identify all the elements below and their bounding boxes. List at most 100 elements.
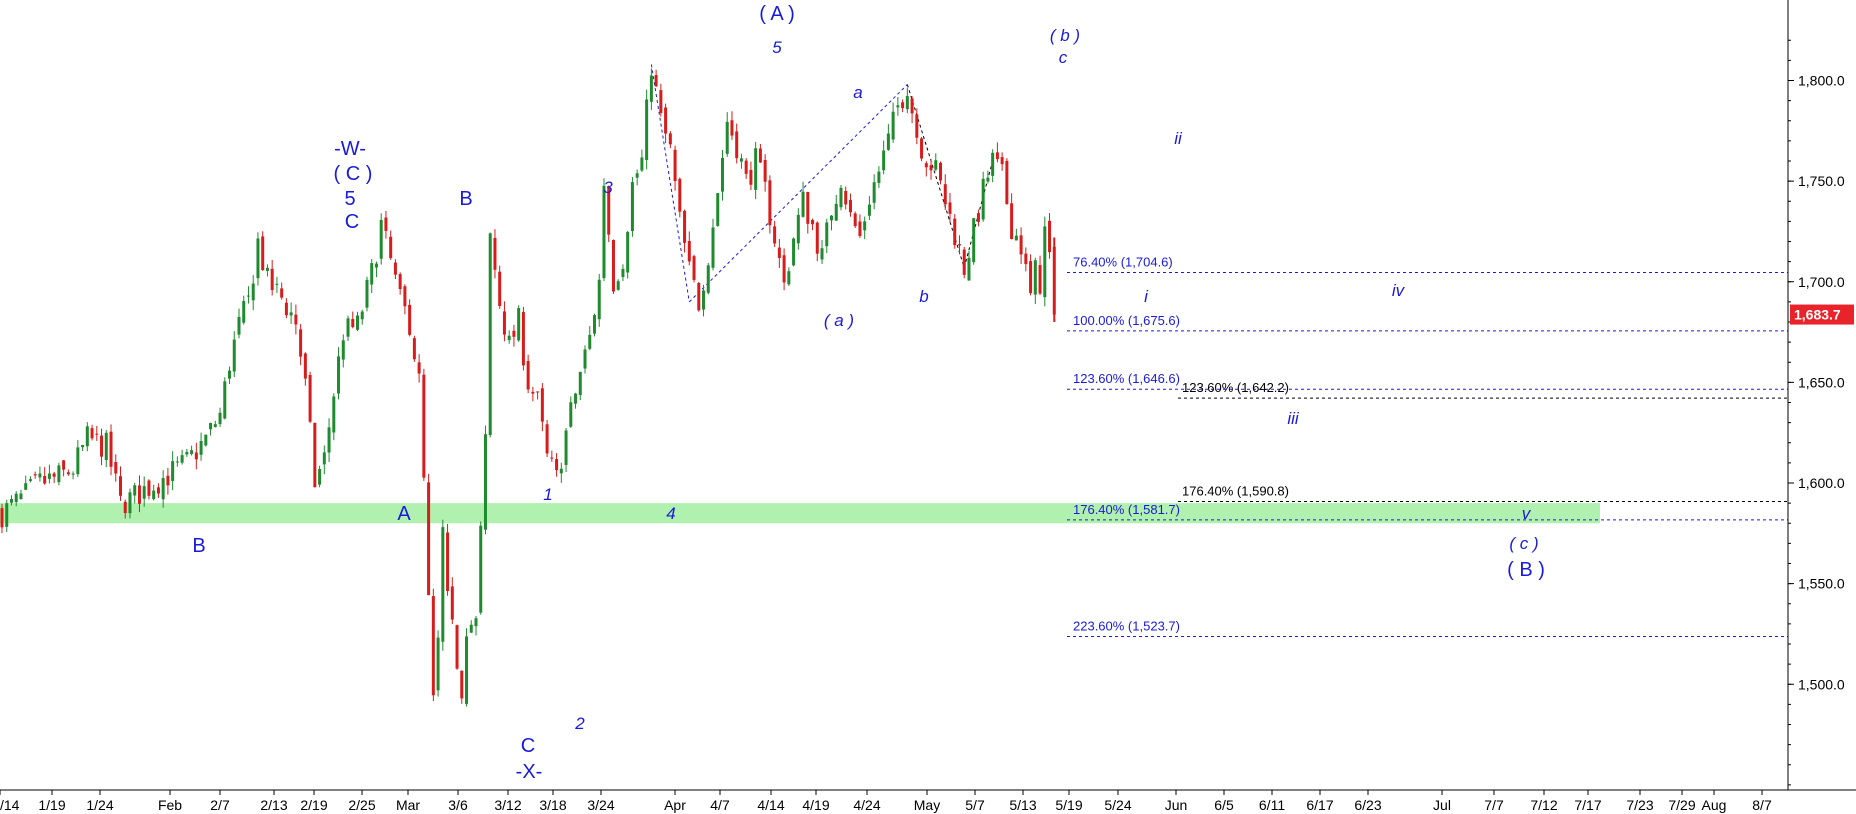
candle [251, 275, 255, 311]
candle-body [493, 237, 497, 270]
candle [1014, 228, 1018, 241]
y-tick-label: 1,800.0 [1798, 73, 1845, 89]
candle [474, 615, 478, 636]
candle-body [607, 187, 611, 235]
candle [939, 161, 943, 185]
y-tick-label: 1,500.0 [1798, 676, 1845, 692]
candle-body [303, 353, 307, 379]
candle-body [57, 465, 61, 483]
candle-body [185, 451, 189, 455]
candle-body [763, 159, 767, 182]
candle [436, 630, 440, 697]
candle [1033, 257, 1037, 305]
candle-body [28, 479, 32, 481]
fib-label: 176.40% (1,581.7) [1073, 502, 1180, 517]
candle-body [545, 424, 549, 454]
candle-body [71, 473, 75, 475]
candle-body [683, 210, 687, 243]
y-tick-label: 1,600.0 [1798, 475, 1845, 491]
candle-body [24, 483, 28, 490]
candle [228, 366, 232, 384]
candle-body [455, 625, 459, 669]
candle-body [1029, 261, 1033, 294]
y-tick-label: 1,650.0 [1798, 374, 1845, 390]
candle [853, 211, 857, 228]
candle-body [152, 490, 156, 500]
candle [882, 140, 886, 175]
candle-body [555, 459, 559, 471]
candle-body [450, 586, 454, 620]
candle [488, 232, 492, 438]
candle [479, 521, 483, 615]
candle [943, 174, 947, 210]
candle [678, 177, 682, 218]
candle-body [830, 215, 833, 221]
candle [626, 230, 630, 279]
candle-body [517, 308, 521, 341]
candle-body [104, 432, 108, 461]
candle-body [280, 288, 284, 298]
candle [356, 311, 359, 332]
wave-label: ( B ) [1507, 559, 1545, 581]
candle-body [507, 335, 511, 341]
candle [654, 69, 658, 87]
candle [1005, 158, 1009, 205]
candle-body [754, 148, 758, 190]
candle [9, 495, 13, 506]
candle [384, 211, 388, 239]
candle-body [877, 171, 881, 183]
candle-body [308, 374, 312, 422]
candle [773, 220, 777, 247]
candle-body [825, 222, 829, 247]
candle [337, 347, 341, 400]
candle [114, 454, 118, 482]
candle-body [313, 422, 317, 488]
candle-body [920, 138, 924, 159]
candle-body [811, 219, 815, 225]
candle-body [630, 182, 634, 232]
candle-body [901, 102, 905, 109]
candle [588, 326, 592, 351]
candle [408, 299, 412, 337]
candle-body [645, 99, 649, 161]
wave-label: ( b ) [1050, 26, 1080, 45]
x-tick-label: 4/19 [802, 797, 829, 813]
candle [270, 260, 274, 296]
candle [332, 393, 336, 441]
candle [147, 479, 151, 500]
candle-body [739, 158, 743, 162]
candle [848, 193, 852, 217]
candle-body [199, 441, 203, 455]
x-tick-label: 5/19 [1055, 797, 1082, 813]
candle [137, 475, 141, 513]
x-tick-label: May [914, 797, 940, 813]
wave-label: ii [1174, 129, 1183, 148]
candle [569, 396, 573, 428]
candle [858, 214, 862, 238]
candle [1000, 152, 1004, 171]
candle [607, 185, 611, 243]
candle [521, 306, 525, 371]
candle [962, 246, 966, 279]
candle [555, 453, 559, 477]
fib-label: 100.00% (1,675.6) [1073, 313, 1180, 328]
fib-label: 123.60% (1,642.2) [1182, 380, 1289, 395]
candle-body [332, 396, 336, 433]
candle [185, 448, 189, 457]
candle-body [664, 107, 668, 134]
candle [1019, 227, 1023, 264]
candle [910, 96, 914, 124]
candle [322, 445, 326, 475]
candle-body [929, 165, 933, 171]
candle-body [744, 160, 748, 174]
candle [422, 368, 426, 481]
candle-body [583, 349, 587, 369]
candle-body [109, 431, 113, 467]
x-tick-label: 2/13 [260, 797, 287, 813]
candle-body [379, 219, 383, 259]
candle-body [294, 314, 298, 325]
candle-body [284, 302, 288, 316]
candle [460, 670, 464, 704]
candle [237, 308, 241, 339]
